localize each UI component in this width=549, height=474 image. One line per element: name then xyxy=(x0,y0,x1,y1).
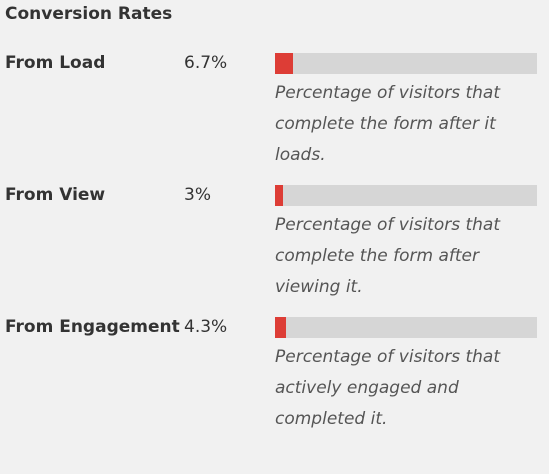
metric-value: 6.7% xyxy=(184,53,228,73)
section-title: Conversion Rates xyxy=(5,4,173,24)
progress-bar xyxy=(275,317,537,338)
progress-bar-fill xyxy=(275,317,287,338)
metric-description: Percentage of visitors that complete the… xyxy=(275,215,501,297)
progress-bar xyxy=(275,185,537,206)
metric-description: Percentage of visitors that actively eng… xyxy=(275,347,501,429)
metric-label: From Engagement xyxy=(5,317,180,337)
metric-description: Percentage of visitors that complete the… xyxy=(275,83,501,165)
metric-row-from-load: From Load 6.7% Percentage of visitors th… xyxy=(0,53,549,173)
metric-label: From Load xyxy=(5,53,106,73)
progress-bar xyxy=(275,53,537,74)
metric-value: 3% xyxy=(184,185,211,205)
metric-label: From View xyxy=(5,185,106,205)
progress-bar-fill xyxy=(275,185,283,206)
metric-row-from-engagement: From Engagement 4.3% Percentage of visit… xyxy=(0,317,549,437)
metric-row-from-view: From View 3% Percentage of visitors that… xyxy=(0,185,549,305)
metric-value: 4.3% xyxy=(184,317,228,337)
progress-bar-fill xyxy=(275,53,293,74)
